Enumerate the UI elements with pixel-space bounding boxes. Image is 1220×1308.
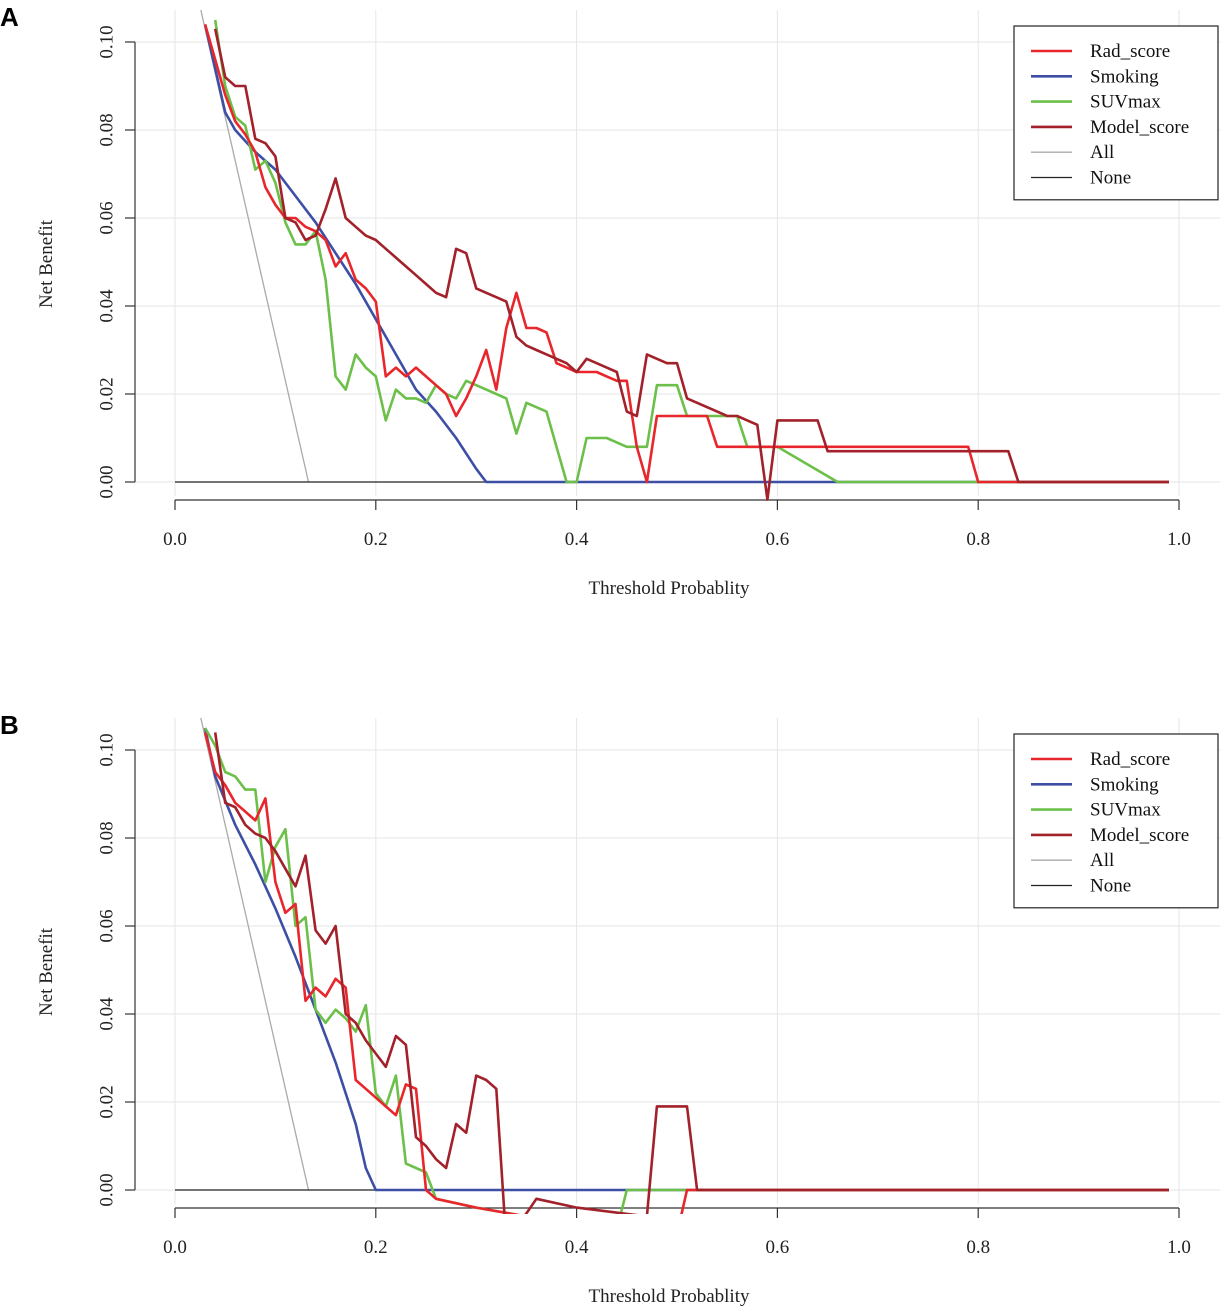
x-axis-title: Threshold Probablity [589,1286,750,1307]
x-tick-label: 0.8 [966,1237,990,1258]
legend-label-model-score: Model_score [1090,825,1189,846]
legend-label-model-score: Model_score [1090,117,1189,138]
legend-box [1013,25,1219,201]
x-tick-label: 0.0 [163,1237,187,1258]
series-line-suvmax [203,727,1169,1214]
legend-label-rad-score: Rad_score [1090,41,1170,62]
x-tick-label: 0.4 [565,529,589,550]
y-tick-label: 0.08 [97,821,118,854]
y-tick-label: 0.10 [97,25,118,58]
panel-label: A [0,2,19,32]
x-tick-label: 0.8 [966,529,990,550]
y-tick-label: 0.06 [97,909,118,942]
y-axis-title: Net Benefit [36,219,57,308]
legend-label-suvmax: SUVmax [1090,92,1161,113]
series-line-all [200,10,310,483]
y-axis-title: Net Benefit [36,927,57,1016]
y-tick-label: 0.00 [97,465,118,498]
legend: Rad_score Smoking SUVmax Model_score All None [1013,25,1219,201]
x-axis-title: Threshold Probablity [589,578,750,599]
series-line-model-score [213,732,1169,1214]
y-tick-label: 0.08 [97,113,118,146]
legend-label-all: All [1090,850,1114,871]
x-tick-label: 0.6 [766,529,790,550]
legend-label-suvmax: SUVmax [1090,800,1161,821]
legend-label-none: None [1090,876,1131,897]
x-tick-label: 1.0 [1167,1237,1191,1258]
legend: Rad_score Smoking SUVmax Model_score All None [1013,733,1219,909]
y-tick-label: 0.00 [97,1173,118,1206]
x-tick-label: 0.0 [163,529,187,550]
x-tick-label: 0.2 [364,529,388,550]
x-tick-label: 0.4 [565,1237,589,1258]
legend-label-none: None [1090,168,1131,189]
series-lines [175,718,1169,1214]
y-tick-label: 0.02 [97,1085,118,1118]
legend-box [1013,733,1219,909]
chart-panel-b: B 0.00 0.02 0.04 0.06 0.08 0.10 Net Benefit 0.0 0… [0,710,1220,1307]
series-line-model-score [213,28,1169,501]
series-line-all [200,718,310,1191]
legend-label-smoking: Smoking [1090,66,1159,87]
series-line-rad-score [203,24,1169,484]
chart-panel-a: A 0.00 0.02 0.04 0.06 0.08 0.10 Net Benefit 0.0 0… [0,2,1220,599]
legend-label-smoking: Smoking [1090,774,1159,795]
legend-label-rad-score: Rad_score [1090,749,1170,770]
y-tick-label: 0.06 [97,201,118,234]
y-tick-label: 0.10 [97,733,118,766]
legend-label-all: All [1090,142,1114,163]
y-tick-label: 0.02 [97,377,118,410]
series-line-smoking [203,727,1169,1192]
x-tick-label: 0.2 [364,1237,388,1258]
x-tick-label: 1.0 [1167,529,1191,550]
y-tick-label: 0.04 [97,289,118,323]
series-lines [175,10,1169,501]
panel-label: B [0,710,19,740]
x-tick-label: 0.6 [766,1237,790,1258]
y-tick-label: 0.04 [97,997,118,1031]
series-line-rad-score [203,732,1169,1214]
